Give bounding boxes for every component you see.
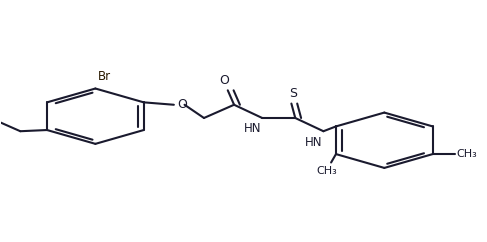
Text: O: O (219, 74, 229, 87)
Text: O: O (177, 98, 187, 111)
Text: Br: Br (98, 69, 111, 83)
Text: HN: HN (244, 122, 261, 135)
Text: S: S (289, 87, 297, 100)
Text: HN: HN (305, 136, 322, 149)
Text: CH₃: CH₃ (316, 166, 337, 176)
Text: CH₃: CH₃ (456, 149, 477, 159)
